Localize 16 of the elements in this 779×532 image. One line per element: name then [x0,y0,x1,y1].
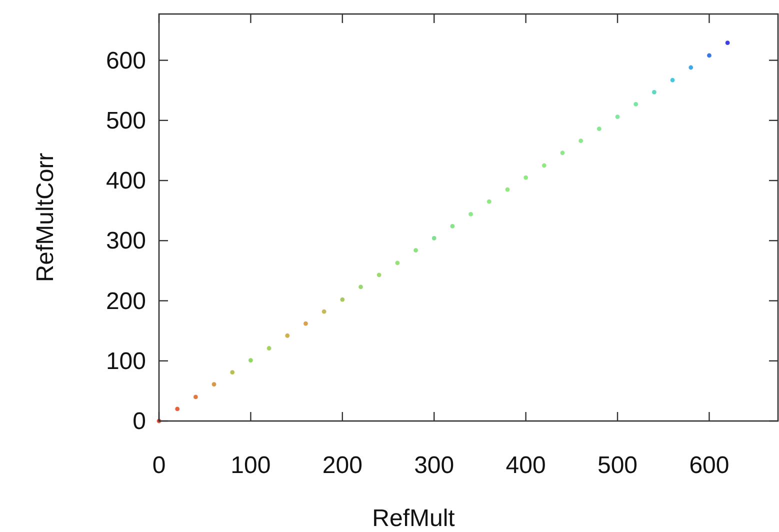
x-axis-title: RefMult [372,505,456,532]
y-tick-label: 100 [106,348,146,375]
x-tick-label: 600 [689,452,730,479]
y-tick-label: 0 [132,408,146,435]
x-tick-label: 100 [230,452,271,479]
x-tick-label: 300 [414,452,454,479]
y-tick-label: 500 [106,107,146,134]
y-tick-label: 200 [106,288,146,315]
y-tick-label: 400 [106,168,146,195]
x-tick-label: 400 [506,452,546,479]
y-axis-title: RefMultCorr [32,152,59,282]
x-tick-label: 0 [152,452,166,479]
x-tick-label: 500 [597,452,638,479]
x-tick-label: 200 [322,452,362,479]
y-tick-label: 300 [106,228,146,255]
y-tick-label: 600 [106,47,146,74]
